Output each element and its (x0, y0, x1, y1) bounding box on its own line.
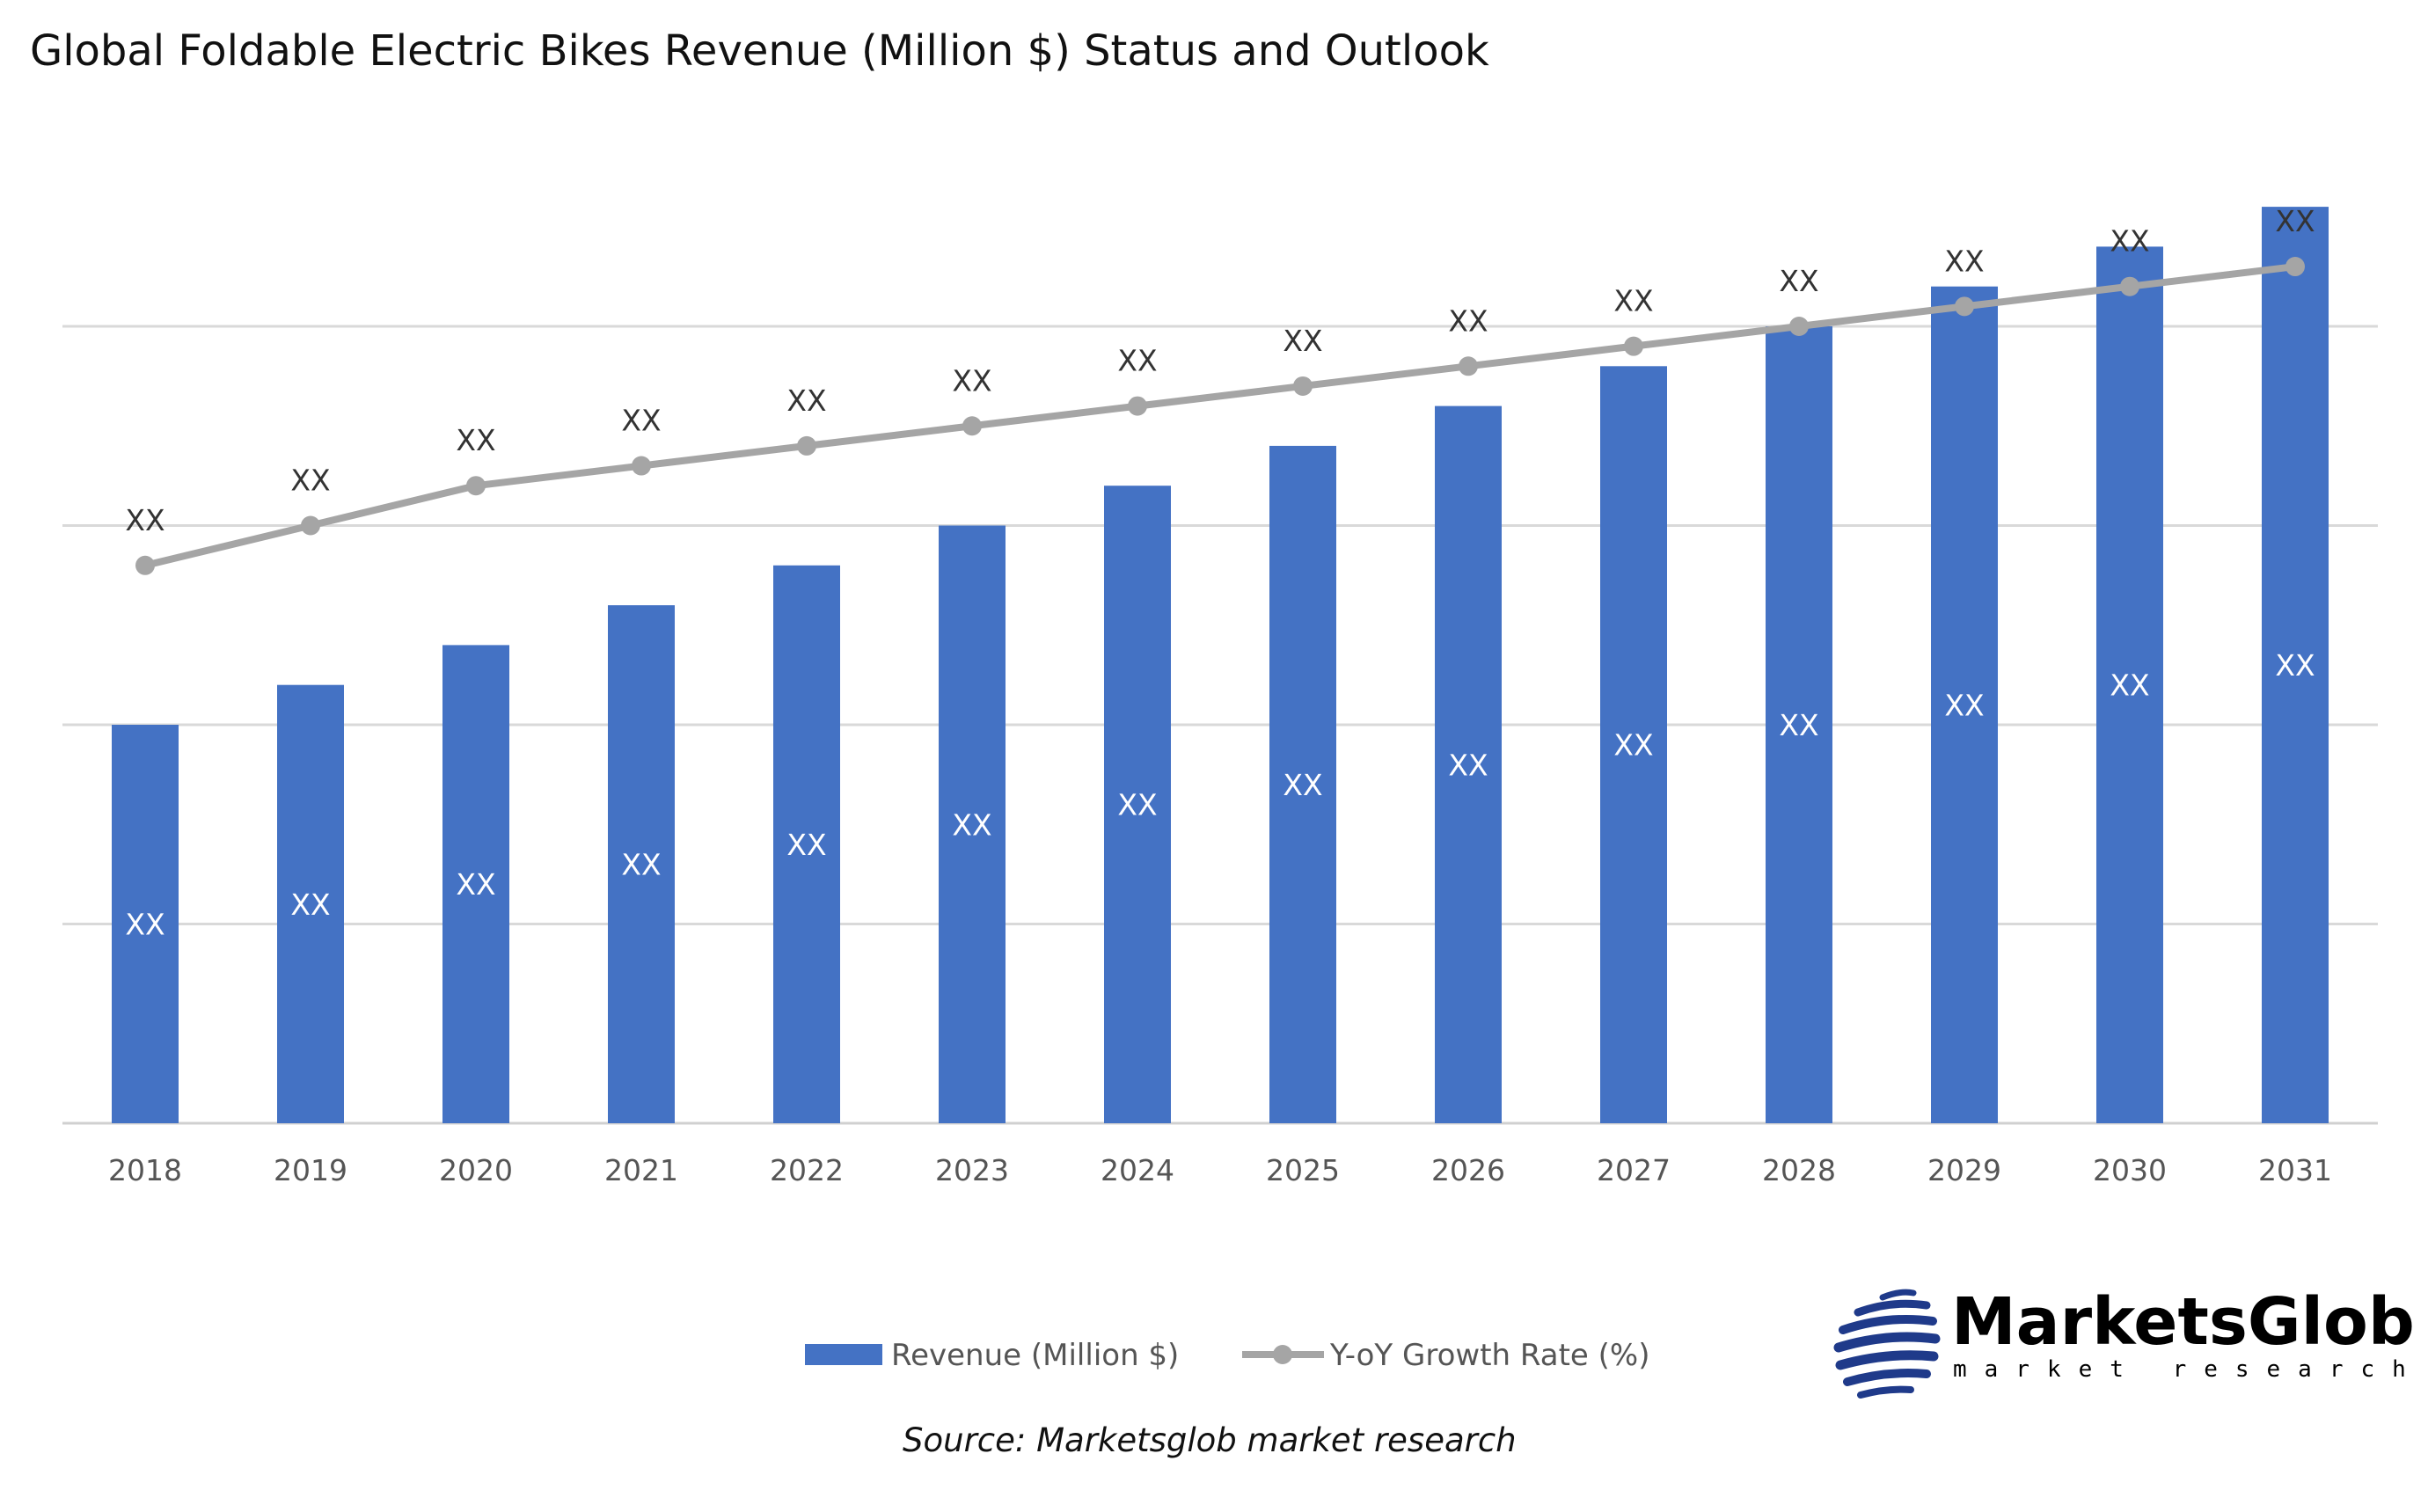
x-tick-label: 2031 (2258, 1153, 2332, 1187)
bar (1104, 486, 1171, 1123)
bar-label: XX (1283, 768, 1322, 802)
growth-point (1128, 396, 1147, 416)
growth-point (1955, 296, 1974, 317)
bar-label: XX (2275, 648, 2315, 683)
x-tick-label: 2021 (604, 1153, 678, 1187)
bar (1766, 326, 1832, 1123)
bar-label: XX (1944, 688, 1984, 722)
x-tick-label: 2030 (2093, 1153, 2167, 1187)
growth-label: XX (952, 363, 991, 398)
x-tick-label: 2020 (439, 1153, 513, 1187)
growth-point (2120, 276, 2139, 296)
marketsglob-logo: MarketsGlob market research (1833, 1284, 2424, 1399)
growth-label: XX (1944, 244, 1984, 278)
growth-label: XX (125, 503, 165, 537)
growth-point (1789, 317, 1809, 336)
bar-label: XX (2110, 668, 2149, 703)
growth-label: XX (786, 383, 826, 418)
growth-point (1459, 356, 1478, 376)
bar (112, 725, 179, 1123)
growth-point (1293, 376, 1313, 396)
growth-label: XX (2275, 204, 2315, 238)
growth-line: XX XX XX XX XX XX XX XX XX XX XX XX XX XX (125, 204, 2315, 575)
bar (442, 645, 509, 1123)
bar (2096, 246, 2163, 1123)
x-tick-label: 2029 (1927, 1153, 2001, 1187)
growth-point (1624, 336, 1643, 356)
bar-label: XX (621, 848, 661, 882)
growth-label: XX (1448, 303, 1488, 338)
legend-label-growth: Y-oY Growth Rate (%) (1329, 1338, 1650, 1373)
bar-label: XX (290, 887, 330, 922)
growth-point (632, 456, 651, 476)
growth-label: XX (290, 464, 330, 498)
x-tick-label: 2019 (274, 1153, 347, 1187)
growth-point (466, 476, 486, 496)
bar (277, 684, 344, 1123)
logo-wordmark: MarketsGlob (1951, 1284, 2415, 1360)
growth-point (135, 555, 155, 575)
bar-label: XX (952, 807, 991, 842)
legend-swatch-revenue (805, 1344, 882, 1365)
growth-point (962, 416, 982, 436)
revenue-bars: XX XX XX XX XX XX XX XX XX XX XX XX XX XX (112, 207, 2329, 1124)
x-axis-ticks: 2018 2019 2020 2021 2022 2023 2024 2025 2026 2027… (108, 1153, 2332, 1187)
chart-title: Global Foldable Electric Bikes Revenue (… (30, 26, 1489, 76)
growth-label: XX (1283, 324, 1322, 358)
legend-marker-growth (1273, 1345, 1292, 1364)
bar (2262, 207, 2329, 1124)
legend: Revenue (Million $) Y-oY Growth Rate (%) (805, 1338, 1650, 1373)
bar (939, 525, 1006, 1123)
x-tick-label: 2027 (1597, 1153, 1671, 1187)
x-tick-label: 2026 (1431, 1153, 1505, 1187)
growth-label: XX (1117, 344, 1157, 378)
gridlines (62, 325, 2378, 1125)
x-tick-label: 2028 (1762, 1153, 1836, 1187)
bar-label: XX (456, 867, 495, 902)
x-tick-label: 2022 (770, 1153, 844, 1187)
growth-point (2285, 257, 2305, 277)
legend-label-revenue: Revenue (Million $) (891, 1338, 1179, 1373)
bar-label: XX (1117, 788, 1157, 822)
bar-label: XX (786, 828, 826, 862)
bar (1600, 366, 1667, 1123)
bar-label: XX (1779, 708, 1818, 742)
growth-point (301, 515, 320, 536)
x-tick-label: 2024 (1101, 1153, 1174, 1187)
growth-label: XX (1613, 284, 1653, 318)
growth-label: XX (456, 423, 495, 457)
logo-tagline: market research (1953, 1356, 2424, 1383)
growth-label: XX (2110, 224, 2149, 259)
growth-label: XX (1779, 264, 1818, 298)
x-tick-label: 2025 (1266, 1153, 1340, 1187)
growth-line-path (144, 263, 2296, 569)
bar (1435, 405, 1502, 1124)
bar (1931, 286, 1998, 1123)
growth-point (797, 435, 816, 456)
x-tick-label: 2023 (935, 1153, 1009, 1187)
bar-label: XX (125, 908, 165, 942)
bar (1269, 445, 1336, 1123)
growth-label: XX (621, 404, 661, 438)
bar-label: XX (1613, 728, 1653, 763)
bar (608, 605, 675, 1123)
bar-label: XX (1448, 748, 1488, 782)
source-note: Source: Marketsglob market research (903, 1421, 1517, 1459)
x-tick-label: 2018 (108, 1153, 182, 1187)
globe-icon (1833, 1289, 1941, 1399)
bar (773, 565, 840, 1123)
